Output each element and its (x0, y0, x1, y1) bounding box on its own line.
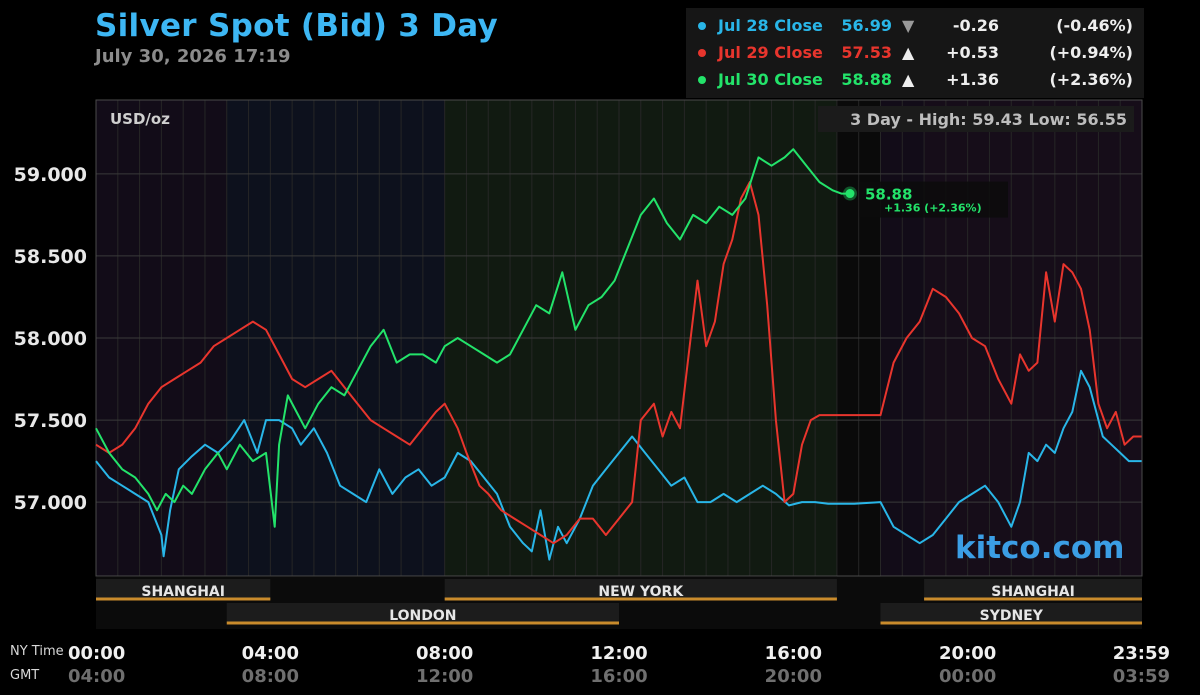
y-tick-label: 57.500 (14, 410, 87, 432)
kitco-watermark: kitco.com (955, 530, 1125, 566)
legend-name: Jul 28 Close (718, 16, 823, 35)
x-tick-label-ny: 04:00 (242, 643, 299, 664)
ny-time-row-label: NY Time (10, 644, 64, 659)
arrow-down-icon: ▼ (902, 16, 915, 35)
legend-dot-icon (698, 76, 706, 84)
session-block (924, 579, 1142, 599)
legend-close-value: 57.53 (841, 43, 892, 62)
x-tick-label-ny: 08:00 (416, 643, 473, 664)
legend-change-percent: (+2.36%) (1049, 70, 1133, 89)
plot-border (95, 99, 1143, 577)
range-label-box (818, 106, 1134, 132)
x-tick-label-ny: 16:00 (765, 643, 822, 664)
legend-item-jul29: Jul 29 Close 57.53 ▲ +0.53 (+0.94%) (686, 40, 1144, 66)
current-price-label: 58.88 (865, 186, 912, 204)
y-tick-label: 58.000 (14, 328, 87, 350)
unit-label: USD/oz (110, 110, 170, 128)
legend-name: Jul 29 Close (718, 43, 823, 62)
legend-panel: Jul 28 Close 56.99 ▼ -0.26 (-0.46%) Jul … (686, 8, 1144, 98)
x-tick-label-gmt: 20:00 (765, 666, 822, 687)
chart-timestamp: July 30, 2026 17:19 (95, 46, 291, 67)
session-label: NEW YORK (598, 584, 684, 600)
x-tick-label-ny: 20:00 (939, 643, 996, 664)
legend-change: -0.26 (952, 16, 999, 35)
session-label: SYDNEY (980, 608, 1044, 624)
chart-title: Silver Spot (Bid) 3 Day (95, 8, 499, 44)
x-tick-label-gmt: 12:00 (416, 666, 473, 687)
legend-item-jul30: Jul 30 Close 58.88 ▲ +1.36 (+2.36%) (686, 67, 1144, 93)
legend-close-value: 58.88 (841, 70, 892, 89)
current-label-box (859, 181, 1008, 218)
x-tick-label-gmt: 16:00 (590, 666, 647, 687)
session-block (880, 603, 1142, 623)
current-point-marker (845, 189, 855, 199)
session-block (226, 603, 619, 623)
session-block (444, 579, 837, 599)
legend-close-value: 56.99 (841, 16, 892, 35)
legend-change-percent: (-0.46%) (1056, 16, 1133, 35)
legend-change: +0.53 (946, 43, 999, 62)
gmt-row-label: GMT (10, 668, 39, 683)
x-tick-label-ny: 00:00 (68, 643, 125, 664)
legend-dot-icon (698, 22, 706, 30)
arrow-up-icon: ▲ (902, 43, 915, 62)
session-label: LONDON (389, 608, 456, 624)
legend-change-percent: (+0.94%) (1049, 43, 1133, 62)
session-block (96, 579, 271, 599)
legend-change: +1.36 (946, 70, 999, 89)
x-tick-label-ny: 23:59 (1113, 643, 1170, 664)
session-label: SHANGHAI (141, 584, 225, 600)
series-line-jul-29-close (95, 181, 1142, 545)
legend-item-jul28: Jul 28 Close 56.99 ▼ -0.26 (-0.46%) (686, 13, 1144, 39)
series-line-jul-30-close (95, 148, 850, 528)
current-change-label: +1.36 (+2.36%) (884, 202, 982, 215)
x-tick-label-gmt: 08:00 (242, 666, 299, 687)
legend-dot-icon (698, 49, 706, 57)
x-tick-label-gmt: 00:00 (939, 666, 996, 687)
x-tick-label-gmt: 03:59 (1113, 666, 1170, 687)
y-tick-label: 57.000 (14, 492, 87, 514)
x-tick-label-ny: 12:00 (590, 643, 647, 664)
legend-name: Jul 30 Close (718, 70, 823, 89)
arrow-up-icon: ▲ (902, 70, 915, 89)
x-tick-label-gmt: 04:00 (68, 666, 125, 687)
y-tick-label: 59.000 (14, 164, 87, 186)
session-label: SHANGHAI (991, 584, 1075, 600)
range-label: 3 Day - High: 59.43 Low: 56.55 (850, 110, 1127, 129)
series-line-jul-28-close (95, 369, 1142, 561)
y-tick-label: 58.500 (14, 246, 87, 268)
